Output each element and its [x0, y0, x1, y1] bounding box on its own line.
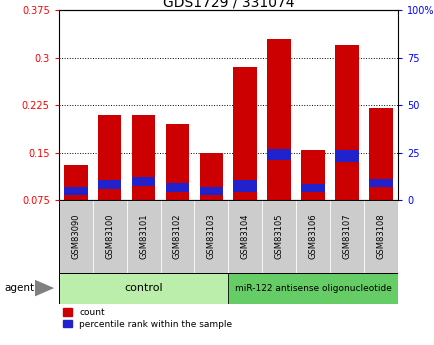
- Bar: [194, 200, 228, 273]
- Text: miR-122 antisense oligonucleotide: miR-122 antisense oligonucleotide: [234, 284, 391, 293]
- Bar: [329, 200, 363, 273]
- Bar: [64, 187, 87, 195]
- Bar: [335, 45, 358, 200]
- Bar: [98, 115, 121, 200]
- Text: GSM83101: GSM83101: [139, 214, 148, 259]
- Text: control: control: [124, 283, 162, 293]
- Text: GSM83106: GSM83106: [308, 214, 317, 259]
- Polygon shape: [35, 280, 54, 296]
- Legend: count, percentile rank within the sample: count, percentile rank within the sample: [63, 308, 232, 329]
- Bar: [92, 200, 126, 273]
- Bar: [132, 115, 155, 200]
- Bar: [368, 108, 392, 200]
- Bar: [165, 183, 189, 192]
- Title: GDS1729 / 331074: GDS1729 / 331074: [162, 0, 293, 9]
- Bar: [59, 200, 92, 273]
- Text: GSM83105: GSM83105: [274, 214, 283, 259]
- Bar: [228, 200, 262, 273]
- Text: GSM83102: GSM83102: [173, 214, 181, 259]
- Text: GSM83103: GSM83103: [207, 214, 215, 259]
- Bar: [296, 200, 329, 273]
- Bar: [233, 67, 256, 200]
- Text: GSM83108: GSM83108: [376, 214, 385, 259]
- Bar: [335, 150, 358, 161]
- Bar: [363, 200, 397, 273]
- Bar: [59, 273, 228, 304]
- Bar: [267, 39, 290, 200]
- Text: GSM83107: GSM83107: [342, 214, 351, 259]
- Bar: [262, 200, 296, 273]
- Bar: [64, 165, 87, 200]
- Text: GSM83090: GSM83090: [71, 214, 80, 259]
- Bar: [199, 187, 223, 195]
- Bar: [132, 177, 155, 186]
- Bar: [126, 200, 160, 273]
- Bar: [98, 180, 121, 189]
- Bar: [233, 180, 256, 192]
- Text: GSM83104: GSM83104: [240, 214, 249, 259]
- Bar: [267, 149, 290, 160]
- Bar: [160, 200, 194, 273]
- Bar: [301, 149, 324, 200]
- Bar: [199, 152, 223, 200]
- Bar: [301, 184, 324, 192]
- Text: GSM83100: GSM83100: [105, 214, 114, 259]
- Bar: [228, 273, 397, 304]
- Bar: [165, 124, 189, 200]
- Text: agent: agent: [4, 283, 34, 293]
- Bar: [368, 179, 392, 187]
